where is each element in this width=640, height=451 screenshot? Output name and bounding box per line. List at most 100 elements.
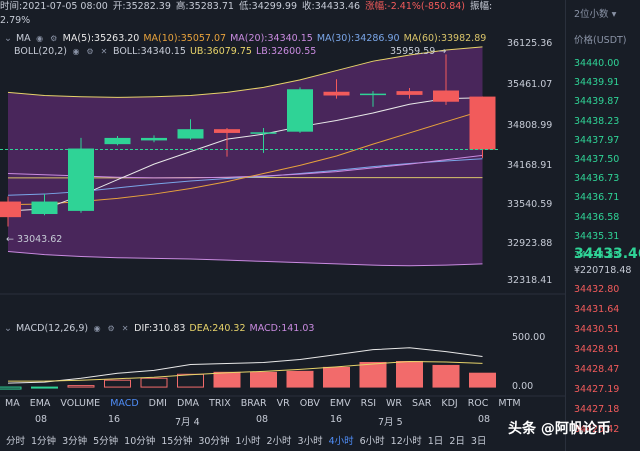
period-tab[interactable]: 3分钟	[62, 436, 88, 447]
indicator-tab-roc[interactable]: ROC	[467, 398, 489, 409]
bid-price[interactable]: 34428.91	[574, 344, 620, 355]
period-tab[interactable]: 30分钟	[198, 436, 230, 447]
indicator-tab-dma[interactable]: DMA	[177, 398, 200, 409]
period-tabs: 分时 1分钟 3分钟 5分钟 10分钟 15分钟 30分钟 1小时 2小时 3小时 4小时 6小时 12…	[0, 431, 565, 449]
indicator-tab-sar[interactable]: SAR	[412, 398, 432, 409]
time-tick-label: 08	[35, 414, 48, 425]
ask-price[interactable]: 34434.85	[574, 250, 620, 261]
period-tab[interactable]: 15分钟	[161, 436, 193, 447]
ma5-value: MA(5):35263.20	[62, 33, 140, 44]
candle-body	[31, 201, 58, 215]
macd-legend: ⌄ MACD(12,26,9) ◉ ⚙ ✕ DIF:310.83 DEA:240…	[4, 323, 314, 334]
time-tick-label: 16	[330, 414, 343, 425]
ohlc-info-bar: 时间:2021-07-05 08:00 开:35282.39 高:35283.7…	[0, 0, 565, 28]
price-tick-label: 32318.41	[507, 275, 553, 287]
ask-price[interactable]: 34436.58	[574, 211, 620, 223]
ask-price[interactable]: 34437.50	[574, 154, 620, 165]
bid-price[interactable]: 34428.47	[574, 364, 620, 375]
ask-price[interactable]: 34436.73	[574, 173, 620, 185]
gear-icon[interactable]: ⚙	[86, 46, 94, 56]
indicator-tab-vr[interactable]: VR	[276, 398, 290, 409]
boll-ub-value: UB:36079.75	[189, 46, 252, 57]
info-time: 时间:2021-07-05 08:00	[0, 1, 108, 12]
period-tab[interactable]: 12小时	[390, 436, 422, 447]
ma60-value: MA(60):33982.89	[403, 33, 487, 44]
ask-price[interactable]: 34440.00	[574, 58, 620, 69]
indicator-tab-dmi[interactable]: DMI	[148, 398, 167, 409]
boll-lower-line	[7, 250, 483, 267]
period-tab[interactable]: 2日	[449, 436, 465, 447]
ask-price[interactable]: 34439.91	[574, 77, 620, 89]
period-tab[interactable]: 4小时	[328, 436, 354, 447]
macd-histogram-bar	[0, 386, 22, 390]
candle-body	[214, 129, 240, 133]
period-tab[interactable]: 1日	[427, 436, 444, 447]
period-tab[interactable]: 3日	[470, 436, 487, 447]
close-icon[interactable]: ✕	[121, 323, 129, 333]
macd-histogram-bar	[31, 386, 58, 389]
indicator-tab-mtm[interactable]: MTM	[498, 398, 521, 409]
ma-legend-name: MA	[15, 33, 31, 44]
indicator-tab-macd[interactable]: MACD	[110, 398, 139, 409]
eye-icon[interactable]: ◉	[72, 46, 80, 56]
indicator-tab-emv[interactable]: EMV	[329, 398, 351, 409]
chart-canvas[interactable]	[0, 0, 565, 451]
info-high: 高:35283.71	[175, 1, 234, 12]
collapse-chevron-icon[interactable]: ⌄	[4, 33, 12, 44]
period-tab[interactable]: 1小时	[235, 436, 261, 447]
indicator-tab-ma[interactable]: MA	[5, 398, 20, 409]
macd-histogram-bar	[250, 371, 277, 388]
indicator-tab-kdj[interactable]: KDJ	[441, 398, 458, 409]
macd-dif-value: DIF:310.83	[134, 323, 186, 334]
period-tab[interactable]: 分时	[6, 436, 26, 447]
indicator-tab-ema[interactable]: EMA	[29, 398, 51, 409]
period-tab[interactable]: 5分钟	[93, 436, 119, 447]
price-tick-label: 35461.07	[507, 79, 553, 91]
candle-body	[396, 91, 423, 95]
eye-icon[interactable]: ◉	[93, 323, 101, 333]
precision-select[interactable]: 2位小数 ▾	[574, 9, 617, 20]
eye-icon[interactable]: ◉	[36, 33, 44, 43]
kline-chart[interactable]: 时间:2021-07-05 08:00 开:35282.39 高:35283.7…	[0, 0, 565, 451]
indicator-tab-brar[interactable]: BRAR	[240, 398, 267, 409]
indicator-tab-obv[interactable]: OBV	[299, 398, 320, 409]
period-tab[interactable]: 10分钟	[124, 436, 156, 447]
macd-hist-value: MACD:141.03	[249, 323, 315, 334]
collapse-chevron-icon[interactable]: ⌄	[4, 323, 12, 334]
low-price-marker: ← 33043.62	[6, 234, 63, 245]
indicator-tab-volume[interactable]: VOLUME	[60, 398, 101, 409]
indicator-tab-rsi[interactable]: RSI	[360, 398, 377, 409]
bid-price[interactable]: 34432.80	[574, 284, 620, 295]
bid-price[interactable]: 34427.19	[574, 384, 620, 395]
ask-price[interactable]: 34438.23	[574, 115, 620, 127]
time-axis: 08 16 7月 4 08 16 7月 5 08	[0, 414, 565, 428]
bid-price[interactable]: 34427.18	[574, 404, 620, 415]
period-tab[interactable]: 3小时	[297, 436, 323, 447]
macd-histogram-bar	[67, 385, 95, 388]
bid-price[interactable]: 34430.51	[574, 324, 620, 335]
ask-price[interactable]: 34437.97	[574, 134, 620, 146]
period-tab[interactable]: 1分钟	[31, 436, 57, 447]
ask-price[interactable]: 34436.71	[574, 192, 620, 204]
boll-lb-value: LB:32600.55	[255, 46, 317, 57]
macd-dea-line	[8, 360, 483, 382]
bid-price[interactable]: 34425.42	[574, 424, 620, 435]
ask-price[interactable]: 34435.31	[574, 230, 620, 242]
bid-price[interactable]: 34431.64	[574, 304, 620, 315]
gear-icon[interactable]: ⚙	[107, 323, 115, 333]
info-amplitude-value: 2.79%	[0, 15, 31, 26]
price-column-header: 价格(USDT)	[574, 35, 627, 46]
candle-body	[0, 201, 21, 218]
candle-body	[68, 148, 94, 211]
gear-icon[interactable]: ⚙	[50, 33, 58, 43]
indicator-tab-trix[interactable]: TRIX	[209, 398, 231, 409]
period-tab[interactable]: 6小时	[359, 436, 385, 447]
macd-dif-line	[7, 347, 483, 384]
ask-price[interactable]: 34439.87	[574, 96, 620, 108]
period-tab[interactable]: 2小时	[266, 436, 292, 447]
last-price: 34433.46	[574, 246, 640, 262]
price-tick-label: 36125.36	[507, 38, 553, 49]
close-icon[interactable]: ✕	[100, 46, 108, 56]
boll-band	[8, 46, 483, 266]
indicator-tab-wr[interactable]: WR	[386, 398, 403, 409]
